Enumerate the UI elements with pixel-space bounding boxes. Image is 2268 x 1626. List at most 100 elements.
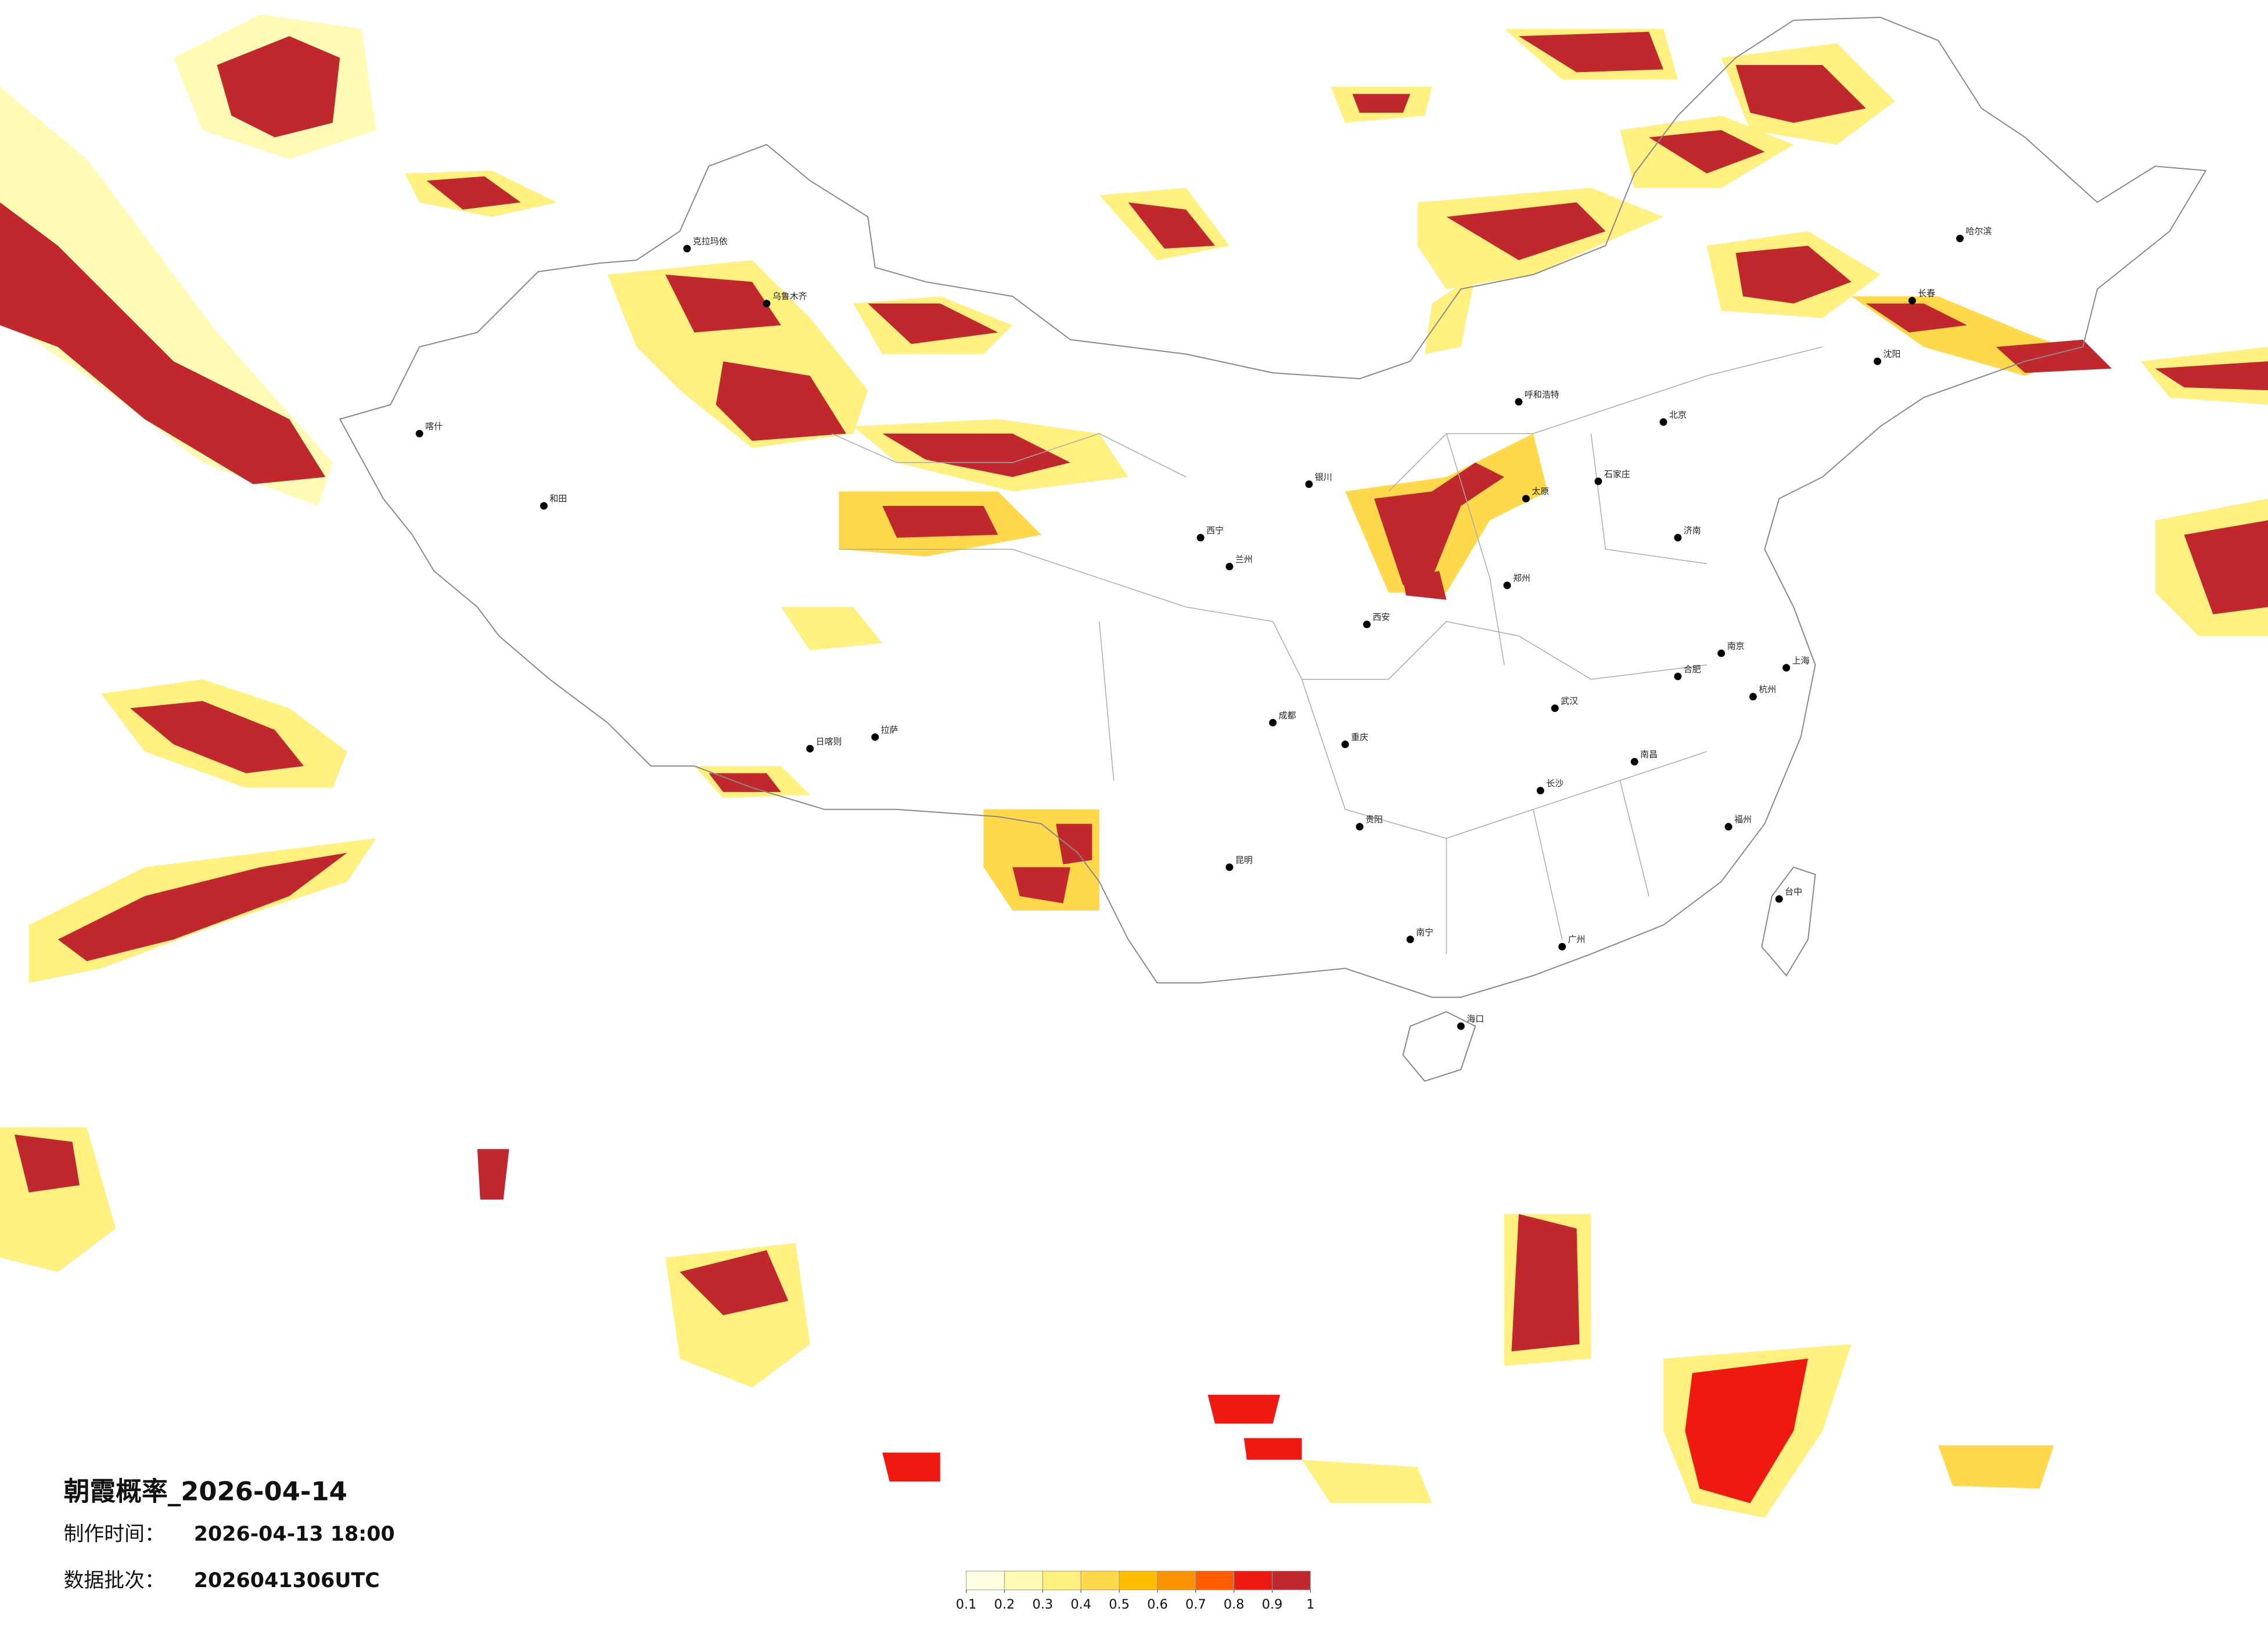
probability-patch bbox=[217, 36, 340, 138]
city-dot bbox=[1724, 823, 1733, 831]
probability-patch bbox=[882, 1452, 940, 1482]
city-dot bbox=[1782, 664, 1791, 672]
made-time-value: 2026-04-13 18:00 bbox=[194, 1523, 395, 1546]
city-dot bbox=[1594, 477, 1602, 485]
probability-patch bbox=[14, 1134, 80, 1193]
city-label: 台中 bbox=[1785, 887, 1802, 897]
colorbar-tick-label: 0.3 bbox=[1033, 1597, 1054, 1612]
city-dot bbox=[1515, 398, 1523, 406]
city-dot bbox=[1775, 895, 1783, 903]
probability-patch bbox=[57, 852, 347, 962]
city-dot bbox=[1269, 718, 1277, 726]
probability-patch bbox=[665, 274, 781, 333]
city-dot bbox=[1674, 672, 1682, 681]
city-label: 南京 bbox=[1727, 641, 1745, 652]
city-label: 太原 bbox=[1532, 486, 1549, 497]
probability-patch bbox=[1866, 303, 1967, 333]
city-dot bbox=[1536, 786, 1544, 794]
city-dot bbox=[1196, 534, 1205, 542]
colorbar-tick-label: 0.8 bbox=[1224, 1597, 1245, 1612]
city-dot bbox=[1363, 620, 1371, 628]
probability-patch bbox=[0, 202, 326, 484]
city-label: 成都 bbox=[1279, 710, 1296, 721]
probability-patch bbox=[426, 176, 521, 210]
city-label: 长沙 bbox=[1546, 778, 1563, 789]
city-dot bbox=[1630, 758, 1638, 766]
city-label: 呼和浩特 bbox=[1525, 389, 1559, 400]
city-label: 拉萨 bbox=[881, 725, 898, 735]
colorbar-tick-label: 0.9 bbox=[1262, 1597, 1283, 1612]
colorbar: 0.1 0.2 0.3 0.4 0.5 0.6 0.7 0.8 0.9 1 bbox=[956, 1570, 1314, 1612]
province-lines bbox=[831, 346, 1823, 954]
probability-patch bbox=[1685, 1358, 1809, 1503]
made-time-label: 制作时间： bbox=[64, 1523, 165, 1546]
city-label: 南昌 bbox=[1640, 749, 1658, 760]
city-label: 哈尔滨 bbox=[1965, 226, 1992, 236]
colorbar-tick-label: 0.5 bbox=[1109, 1597, 1130, 1612]
probability-patch bbox=[1735, 246, 1852, 304]
city-dot bbox=[1717, 649, 1726, 657]
probability-patch bbox=[1128, 202, 1215, 249]
probability-patch bbox=[2155, 361, 2268, 390]
colorbar-tick-label: 0.6 bbox=[1147, 1597, 1168, 1612]
probability-patch bbox=[1403, 571, 1447, 600]
hainan bbox=[1402, 1011, 1476, 1082]
colorbar-cell bbox=[1157, 1570, 1196, 1591]
city-dot bbox=[871, 733, 879, 741]
probability-patch bbox=[1425, 274, 1476, 354]
colorbar-tick-label: 1 bbox=[1306, 1597, 1314, 1612]
city-dot bbox=[683, 244, 691, 253]
city-label: 福州 bbox=[1734, 814, 1752, 825]
colorbar-tick-label: 0.7 bbox=[1185, 1597, 1206, 1612]
city-label: 西宁 bbox=[1206, 525, 1224, 535]
city-dot bbox=[1749, 693, 1757, 701]
city-dot bbox=[1659, 418, 1667, 426]
colorbar-cell bbox=[1271, 1570, 1311, 1591]
taiwan bbox=[1761, 866, 1816, 977]
city-dot bbox=[1406, 936, 1414, 944]
colorbar-tick-label: 0.2 bbox=[994, 1597, 1015, 1612]
city-dot bbox=[1551, 704, 1559, 713]
city-label: 日喀则 bbox=[816, 736, 842, 747]
probability-patch bbox=[1012, 867, 1070, 904]
batch-value: 2026041306UTC bbox=[194, 1569, 380, 1592]
city-label: 重庆 bbox=[1351, 732, 1368, 742]
city-label: 上海 bbox=[1792, 655, 1810, 665]
city-label: 西安 bbox=[1372, 612, 1390, 623]
city-dot bbox=[1356, 823, 1364, 831]
city-label: 合肥 bbox=[1684, 664, 1701, 674]
city-label: 海口 bbox=[1467, 1014, 1484, 1024]
city-dot bbox=[1503, 581, 1511, 589]
probability-patch bbox=[1996, 339, 2112, 373]
city-dot bbox=[415, 430, 423, 438]
colorbar-tick-label: 0.4 bbox=[1070, 1597, 1091, 1612]
city-label: 兰州 bbox=[1235, 554, 1253, 564]
city-dot bbox=[763, 300, 771, 308]
probability-patch bbox=[1938, 1445, 2054, 1489]
colorbar-tick-label: 0.1 bbox=[956, 1597, 977, 1612]
boundaries bbox=[339, 16, 2207, 1082]
city-dot bbox=[1956, 235, 1964, 243]
country-outline bbox=[339, 16, 2207, 998]
city-dot bbox=[1908, 297, 1916, 305]
city-label: 广州 bbox=[1568, 934, 1586, 945]
city-label: 武汉 bbox=[1561, 696, 1578, 706]
city-label: 喀什 bbox=[425, 421, 443, 431]
city-label: 济南 bbox=[1684, 525, 1701, 535]
colorbar-cell bbox=[1119, 1570, 1158, 1591]
city-label: 南宁 bbox=[1416, 927, 1433, 937]
city-dot bbox=[1225, 863, 1234, 871]
city-dot bbox=[806, 744, 814, 753]
city-label: 克拉玛依 bbox=[693, 236, 728, 247]
title: 朝霞概率_2026-04-14 bbox=[64, 1476, 347, 1506]
batch-label: 数据批次： bbox=[64, 1569, 165, 1592]
probability-patch bbox=[2184, 520, 2268, 614]
probability-patch bbox=[680, 1250, 789, 1315]
colorbar-cell bbox=[1004, 1570, 1043, 1591]
city-dot bbox=[1522, 495, 1530, 503]
probability-patch bbox=[1243, 1438, 1302, 1460]
city-label: 杭州 bbox=[1759, 684, 1776, 695]
probability-patch bbox=[882, 506, 998, 538]
